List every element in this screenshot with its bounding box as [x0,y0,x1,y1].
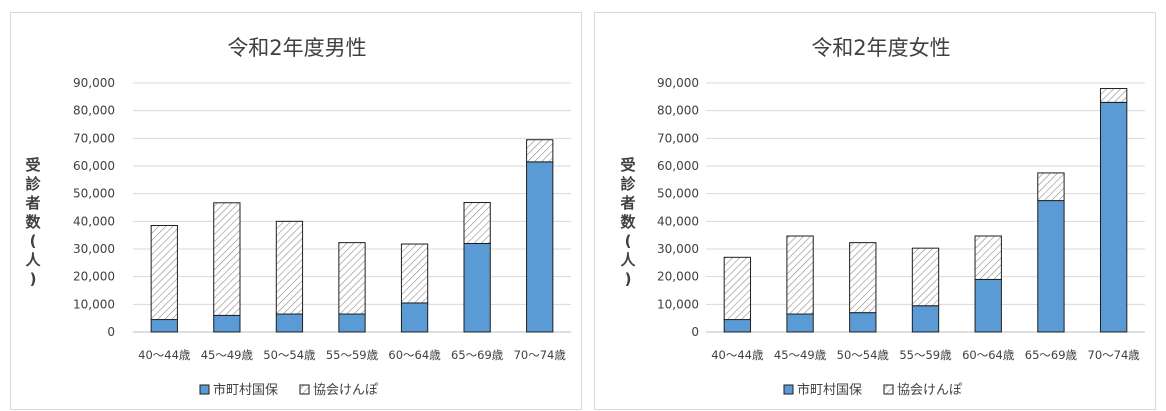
bar-kokuho [526,161,554,333]
x-category-label: 55～59歳 [899,348,952,362]
x-category-label: 50～54歳 [837,348,890,362]
bar-kyokai [150,224,178,321]
chart-title: 令和2年度男性 [227,36,366,60]
x-category-label: 45～49歳 [774,348,827,362]
y-tick-label: 90,000 [73,76,115,90]
x-category-label: 55～59歳 [326,348,379,362]
y-tick-label: 0 [107,325,115,339]
bar-kyokai [275,220,304,315]
legend-swatch-kokuho [783,384,794,395]
bar-kyokai [463,202,491,244]
x-category-label: 45～49歳 [201,348,254,362]
bar-kokuho [974,278,1002,333]
bar-kyokai [911,247,940,307]
y-tick-label: 90,000 [657,76,699,90]
chart-panel-female: 令和2年度女性 0 10,000 20,000 30,000 40,000 50,000 60… [594,12,1156,410]
x-category-label: 70～74歳 [1088,348,1141,362]
x-category-label: 40～44歳 [138,348,191,362]
bar-kyokai [338,242,366,315]
legend-label: 協会けんぽ [897,383,962,398]
y-tick-label: 70,000 [73,131,115,145]
bar-kyokai [213,202,241,316]
bar-kokuho [1037,200,1065,333]
bar-kyokai [526,139,554,163]
y-tick-label: 20,000 [73,270,115,284]
y-axis-label: 受診者数(人) [25,156,41,288]
bar-kokuho [150,319,178,333]
bar-kokuho [338,313,366,333]
bar-kyokai [400,243,429,304]
y-tick-label: 40,000 [73,214,115,228]
bar-kyokai [1037,172,1065,202]
y-tick-label: 20,000 [657,270,699,284]
y-tick-label: 40,000 [657,214,699,228]
y-tick-label: 30,000 [657,242,699,256]
legend-label: 市町村国保 [797,382,862,398]
bar-kyokai [849,242,877,314]
legend-swatch-kyokai [883,384,894,395]
chart-panel-male: 令和2年度男性 0 10,000 20,000 30,000 40,000 50,000 60… [10,12,582,410]
bar-kokuho [1099,101,1128,333]
legend-swatch-kokuho [199,384,210,395]
bar-kyokai [1099,88,1128,103]
legend-label: 協会けんぽ [313,383,378,398]
x-category-label: 50～54歳 [263,348,316,362]
y-tick-label: 60,000 [657,159,699,173]
y-tick-label: 0 [691,325,699,339]
bar-kokuho [786,313,814,333]
bar-kokuho [213,314,241,333]
x-category-label: 70～74歳 [514,348,567,362]
chart-title: 令和2年度女性 [811,36,950,60]
bar-kyokai [974,235,1002,280]
chart-svg-female: 令和2年度女性 0 10,000 20,000 30,000 40,000 50,000 60… [620,36,1145,398]
bar-kokuho [849,312,877,333]
bar-kokuho [400,302,429,333]
bar-kyokai [723,256,752,321]
y-tick-label: 70,000 [657,131,699,145]
y-tick-label: 80,000 [73,104,115,118]
legend-label: 市町村国保 [213,382,278,398]
y-tick-label: 80,000 [657,104,699,118]
x-category-label: 65～69歳 [1025,348,1078,362]
y-tick-label: 50,000 [657,187,699,201]
y-tick-label: 10,000 [73,297,115,311]
bar-kyokai [786,235,814,315]
x-category-label: 60～64歳 [962,348,1015,362]
chart-svg-male: 令和2年度男性 0 10,000 20,000 30,000 40,000 50,000 60… [25,36,571,398]
y-axis-label: 受診者数(人) [620,156,636,288]
y-tick-label: 50,000 [73,187,115,201]
x-category-label: 40～44歳 [711,348,764,362]
bar-kokuho [463,242,491,333]
x-category-label: 65～69歳 [451,348,504,362]
y-tick-label: 10,000 [657,297,699,311]
x-category-label: 60～64歳 [388,348,441,362]
y-tick-label: 60,000 [73,159,115,173]
y-tick-label: 30,000 [73,242,115,256]
bar-kokuho [723,319,752,333]
bar-kokuho [275,313,304,333]
bar-kokuho [911,305,940,333]
legend-swatch-kyokai [299,384,310,395]
